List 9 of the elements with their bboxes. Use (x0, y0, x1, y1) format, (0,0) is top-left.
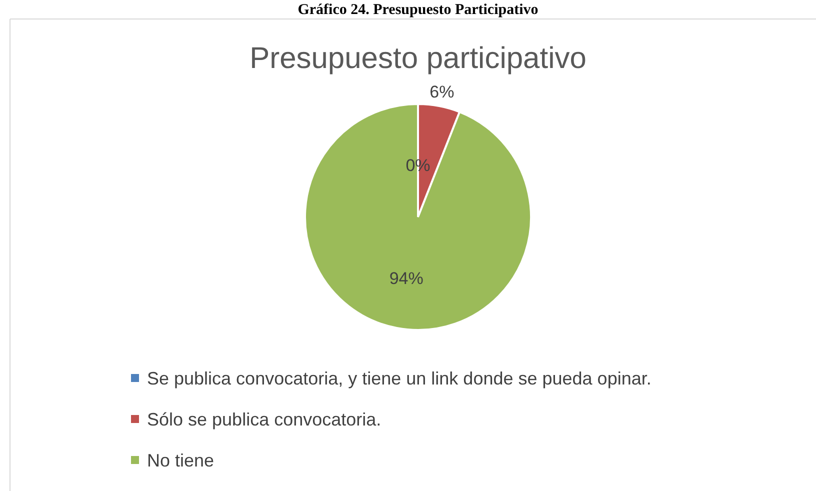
chart-title: Presupuesto participativo (250, 42, 586, 75)
pie-slice (304, 103, 532, 331)
data-label: 94% (389, 269, 424, 288)
legend-label: Se publica convocatoria, y tiene un link donde se pueda opinar. (147, 368, 652, 388)
text: 0% (406, 156, 430, 175)
legend-label: Sólo se publica convocatoria. (147, 409, 382, 430)
legend-label: No tiene (147, 450, 214, 470)
data-label: 6% (430, 82, 454, 102)
text: Gráfico 24. Presupuesto Participativo (298, 2, 538, 18)
